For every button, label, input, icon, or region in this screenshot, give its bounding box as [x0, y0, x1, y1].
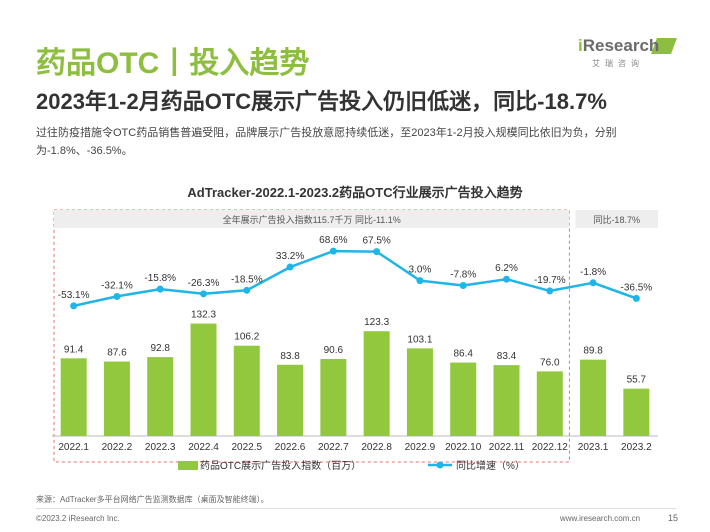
line-label-2022.5: -18.5%: [231, 274, 263, 285]
x-tick-2023.1: 2023.1: [578, 442, 609, 453]
page-subtitle: 2023年1-2月药品OTC展示广告投入仍旧低迷，同比-18.7%: [36, 89, 607, 114]
line-label-2023.1: -1.8%: [580, 267, 606, 278]
dashed-box-2022: [53, 209, 570, 463]
bar-label-2022.5: 106.2: [234, 332, 259, 343]
bar-label-2022.4: 132.3: [191, 310, 216, 321]
bar-label-2022.3: 92.8: [150, 343, 170, 354]
x-tick-2022.11: 2022.11: [489, 442, 525, 453]
x-tick-2022.5: 2022.5: [231, 442, 262, 453]
line-label-2022.11: 6.2%: [495, 263, 518, 274]
bar-2022.6: [277, 364, 304, 436]
line-point-2022.6: [286, 263, 294, 271]
line-point-2022.2: [113, 292, 121, 300]
page-number: 15: [668, 513, 679, 523]
legend-bar-swatch: [178, 461, 198, 470]
annotation-2023-bg: [575, 210, 658, 228]
growth-line: [73, 249, 637, 308]
bar-2022.8: [363, 331, 390, 436]
bar-label-2022.7: 90.6: [324, 345, 344, 356]
legend-bar-label: 药品OTC展示广告投入指数（百万）: [200, 459, 361, 472]
bar-label-2022.6: 83.8: [280, 351, 300, 362]
legend-line-marker: [436, 461, 444, 469]
page-description: 过往防疫措施令OTC药品销售普遍受阻，品牌展示广告投放意愿持续低迷，至2023年…: [36, 127, 617, 157]
line-label-2022.12: -19.7%: [534, 275, 566, 286]
bar-label-2023.1: 89.8: [583, 346, 603, 357]
bar-2022.12: [536, 371, 563, 436]
copyright: ©2023.2 iResearch Inc.: [36, 514, 120, 523]
bar-label-2022.2: 87.6: [107, 348, 127, 359]
x-tick-2022.6: 2022.6: [275, 442, 306, 453]
source-note: 来源：AdTracker多平台网络广告监测数据库（桌面及智能终端）。: [36, 495, 269, 504]
line-point-2023.1: [589, 279, 597, 287]
logo-wordmark: iResearch: [578, 36, 660, 55]
x-tick-2022.3: 2022.3: [145, 442, 176, 453]
line-label-2022.10: -7.8%: [450, 270, 476, 281]
bar-2022.5: [233, 345, 260, 436]
line-point-2022.11: [503, 275, 510, 283]
x-tick-2022.7: 2022.7: [318, 442, 349, 453]
x-tick-2022.12: 2022.12: [532, 442, 569, 453]
bar-2023.1: [580, 359, 607, 436]
x-tick-2022.10: 2022.10: [445, 442, 482, 453]
line-label-2022.2: -32.1%: [101, 280, 133, 291]
line-label-2022.3: -15.8%: [144, 273, 176, 284]
bar-2022.3: [147, 357, 174, 436]
line-label-2023.2: -36.5%: [621, 282, 653, 293]
bar-2022.9: [406, 348, 433, 436]
bar-2023.2: [623, 388, 650, 436]
bar-label-2022.12: 76.0: [540, 357, 560, 368]
line-point-2022.12: [546, 287, 554, 295]
chart-title: AdTracker-2022.1-2023.2药品OTC行业展示广告投入趋势: [187, 185, 523, 200]
bar-label-2022.10: 86.4: [453, 349, 473, 360]
bar-2022.2: [103, 361, 130, 436]
page-title: 药品OTC丨投入趋势: [36, 47, 310, 80]
footer-divider: [36, 508, 676, 509]
bar-2022.1: [60, 358, 87, 436]
line-label-2022.8: 67.5%: [362, 236, 390, 247]
bar-label-2022.1: 91.4: [64, 344, 84, 355]
line-point-2022.8: [373, 248, 381, 256]
line-label-2022.7: 68.6%: [319, 235, 347, 246]
bar-label-2022.11: 83.4: [497, 351, 517, 362]
bar-label-2022.8: 123.3: [364, 317, 389, 328]
bar-2022.4: [190, 323, 217, 436]
line-label-2022.6: 33.2%: [276, 251, 304, 262]
line-label-2022.9: 3.0%: [409, 265, 432, 276]
bar-label-2022.9: 103.1: [407, 334, 432, 345]
bar-label-2023.2: 55.7: [627, 375, 647, 386]
line-label-2022.4: -26.3%: [188, 278, 220, 289]
x-tick-2023.2: 2023.2: [621, 442, 652, 453]
x-tick-2022.9: 2022.9: [405, 442, 436, 453]
line-point-2022.5: [243, 286, 251, 294]
annotation-2023: 同比-18.7%: [593, 214, 640, 225]
line-point-2022.10: [459, 282, 467, 290]
line-point-2022.4: [200, 290, 207, 298]
bar-2022.10: [450, 362, 477, 436]
legend-line-label: 同比增速（%）: [456, 459, 525, 472]
logo-subtitle: 艾瑞咨询: [592, 59, 644, 68]
annotation-2022: 全年展示广告投入指数115.7千万 同比-11.1%: [223, 214, 401, 225]
line-point-2022.7: [329, 247, 337, 255]
x-tick-2022.8: 2022.8: [361, 442, 392, 453]
line-point-2022.3: [156, 285, 164, 293]
x-tick-2022.4: 2022.4: [188, 442, 219, 453]
iresearch-logo: iResearch 艾瑞咨询: [578, 36, 678, 76]
line-point-2022.9: [416, 277, 424, 285]
bar-2022.11: [493, 365, 520, 436]
annotation-2022-bg: [54, 210, 570, 228]
website-link[interactable]: www.iresearch.com.cn: [560, 514, 641, 523]
x-tick-2022.1: 2022.1: [58, 442, 89, 453]
line-label-2022.1: -53.1%: [58, 290, 90, 301]
line-point-2022.1: [70, 302, 78, 310]
x-tick-2022.2: 2022.2: [102, 442, 133, 453]
line-point-2023.2: [632, 294, 640, 302]
bar-2022.7: [320, 358, 347, 436]
